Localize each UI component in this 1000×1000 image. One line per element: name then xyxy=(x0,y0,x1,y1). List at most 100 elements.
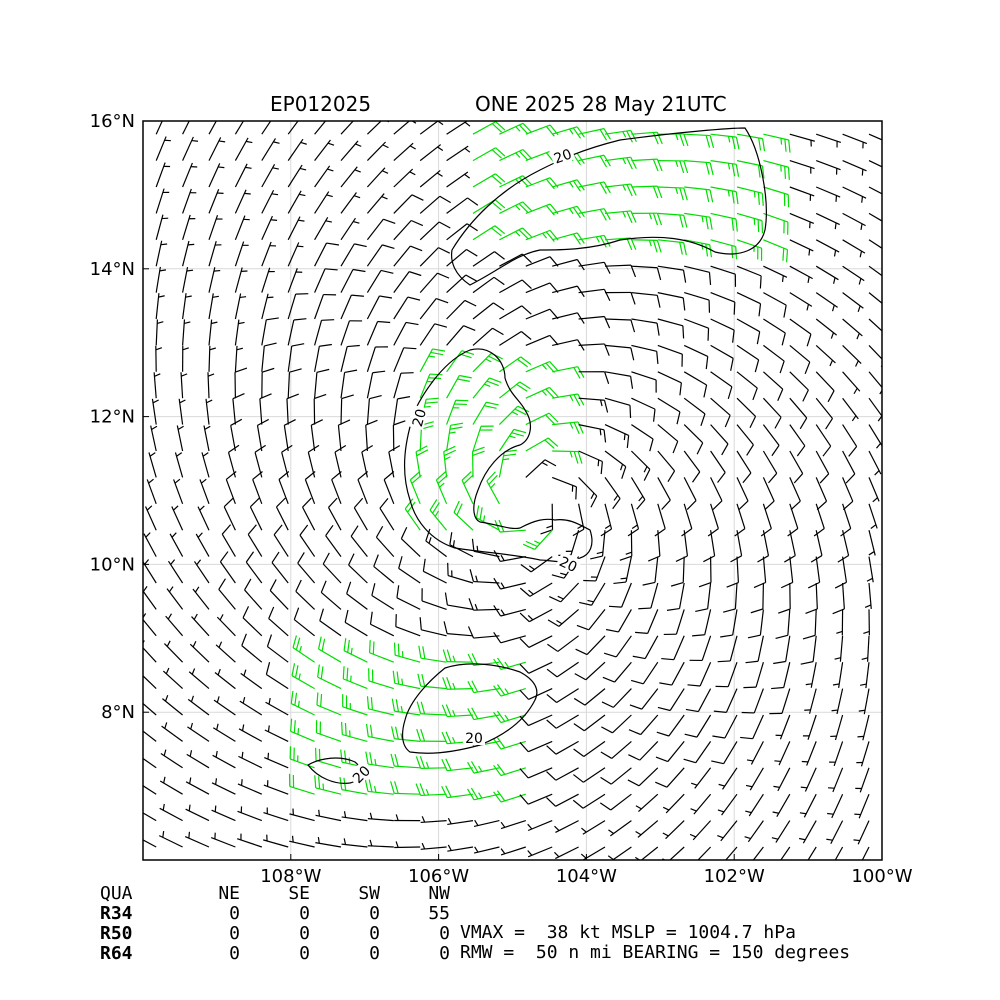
barb-shaft xyxy=(783,662,791,688)
barb-shaft xyxy=(668,714,685,737)
barb-flag xyxy=(626,157,633,170)
barb-shaft xyxy=(499,148,524,162)
barb-half-flag xyxy=(858,278,862,285)
barb-flag xyxy=(410,219,424,227)
wind-barb xyxy=(691,767,712,789)
barb-flag xyxy=(314,775,317,789)
wind-barb xyxy=(684,292,711,313)
barb-half-flag xyxy=(597,459,600,467)
wind-barb xyxy=(868,186,882,195)
barb-shaft xyxy=(263,839,289,848)
wind-barb xyxy=(842,424,858,457)
wind-barb xyxy=(608,582,632,608)
barb-shaft xyxy=(446,248,467,267)
barb-shaft xyxy=(500,714,526,724)
wind-barb xyxy=(689,820,712,841)
barb-shaft xyxy=(861,846,870,860)
barb-half-flag xyxy=(718,783,725,787)
wind-barb xyxy=(180,372,188,399)
barb-shaft xyxy=(160,753,183,769)
barb-shaft xyxy=(368,680,394,690)
barb-shaft xyxy=(289,840,315,848)
barb-half-flag xyxy=(836,630,843,634)
barb-shaft xyxy=(631,424,654,440)
barb-shaft xyxy=(807,714,817,740)
barb-flag xyxy=(352,268,366,273)
wind-barb xyxy=(446,223,478,241)
barb-flag xyxy=(806,333,812,347)
barb-flag xyxy=(351,294,364,297)
wind-barb xyxy=(525,386,559,399)
barb-flag xyxy=(783,305,787,318)
barb-shaft xyxy=(234,163,248,188)
barb-half-flag xyxy=(350,647,353,655)
barb-flag xyxy=(800,661,814,665)
barb-shaft xyxy=(261,215,273,241)
wind-barb xyxy=(789,477,801,511)
wind-barb xyxy=(546,661,579,678)
wind-barb xyxy=(162,695,183,716)
barb-shaft xyxy=(707,582,712,609)
wind-barb xyxy=(446,197,479,214)
barb-shaft xyxy=(373,565,395,584)
wind-barb xyxy=(261,138,280,161)
barb-half-flag xyxy=(504,688,510,695)
wind-barb xyxy=(710,450,726,483)
wind-barb xyxy=(842,265,865,285)
wind-barb xyxy=(789,344,811,375)
barb-shaft xyxy=(155,136,167,161)
barb-half-flag xyxy=(662,832,669,837)
barb-shaft xyxy=(256,425,263,452)
wind-barb xyxy=(736,212,764,234)
barb-flag xyxy=(731,163,736,177)
barb-shaft xyxy=(208,267,216,293)
wind-barb xyxy=(186,750,210,769)
barb-flag xyxy=(721,443,729,456)
barb-flag xyxy=(599,155,608,168)
barb-shaft xyxy=(693,793,712,815)
barb-shaft xyxy=(500,846,526,856)
wind-barb xyxy=(178,398,186,425)
wind-barb xyxy=(261,164,279,188)
barb-shaft xyxy=(232,398,236,425)
barb-flag xyxy=(709,162,714,176)
barb-shaft xyxy=(806,741,817,766)
wind-barb xyxy=(631,239,662,253)
barb-flag xyxy=(438,247,451,254)
barb-flag xyxy=(760,528,772,537)
barb-half-flag xyxy=(534,540,541,545)
barb-shaft xyxy=(500,767,526,777)
wind-barb xyxy=(275,497,289,531)
barb-shaft xyxy=(610,820,632,837)
barb-flag xyxy=(656,212,663,226)
wind-barb xyxy=(575,635,606,656)
barb-shaft xyxy=(419,298,437,320)
barb-shaft xyxy=(393,142,414,162)
barb-flag xyxy=(290,718,293,732)
wind-barb xyxy=(273,524,289,557)
barb-half-flag xyxy=(215,750,218,758)
barb-half-flag xyxy=(482,515,486,522)
wind-barb xyxy=(868,344,882,368)
wind-barb xyxy=(314,121,327,135)
row-label: R50 xyxy=(100,923,133,944)
wind-barb xyxy=(834,846,844,860)
barb-shaft xyxy=(816,133,842,143)
wind-barb xyxy=(148,452,157,478)
barb-half-flag xyxy=(604,524,611,530)
wind-barb xyxy=(552,232,585,245)
barb-flag xyxy=(735,218,738,232)
wind-barb xyxy=(578,397,609,413)
barb-flag xyxy=(630,130,637,142)
barb-half-flag xyxy=(619,464,624,471)
barb-shaft xyxy=(499,529,526,533)
barb-shaft xyxy=(527,846,553,858)
barb-flag xyxy=(383,471,395,481)
wind-barb xyxy=(393,142,416,162)
barb-shaft xyxy=(604,503,613,530)
wind-barb xyxy=(815,397,833,430)
barb-half-flag xyxy=(643,466,648,473)
wind-barb xyxy=(422,558,447,584)
cell-ne: 0 xyxy=(229,943,240,964)
barb-shaft xyxy=(287,293,297,320)
